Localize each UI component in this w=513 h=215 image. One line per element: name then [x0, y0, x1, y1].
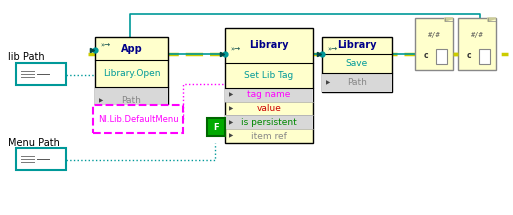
- Bar: [16, 148, 66, 170]
- Text: item ref: item ref: [251, 132, 287, 141]
- Bar: [225, 28, 313, 143]
- Text: App: App: [121, 44, 143, 54]
- Text: ▶: ▶: [229, 120, 233, 125]
- Bar: [95, 37, 168, 114]
- Text: ▶: ▶: [229, 106, 233, 111]
- Bar: [95, 87, 168, 114]
- Text: Menu Path: Menu Path: [8, 138, 60, 148]
- Bar: [225, 115, 313, 129]
- Text: ▶: ▶: [229, 134, 233, 139]
- Bar: [93, 105, 183, 133]
- Text: c: c: [467, 51, 472, 60]
- Text: Path: Path: [122, 96, 142, 105]
- Text: ▶: ▶: [229, 92, 233, 97]
- Text: #/#: #/#: [470, 32, 483, 38]
- Bar: [458, 18, 496, 70]
- Text: c: c: [424, 51, 429, 60]
- Text: Library: Library: [337, 40, 377, 50]
- Text: lib Path: lib Path: [8, 52, 45, 62]
- Text: »→: »→: [100, 42, 110, 48]
- Text: NI.Lib.DefaultMenu: NI.Lib.DefaultMenu: [97, 115, 179, 123]
- Text: Library.Open: Library.Open: [103, 69, 160, 78]
- Text: ▶: ▶: [99, 98, 103, 103]
- Text: »→: »→: [230, 46, 240, 52]
- Text: Save: Save: [346, 59, 368, 68]
- Bar: [322, 73, 392, 92]
- Bar: [225, 88, 313, 102]
- Text: »→: »→: [327, 46, 337, 52]
- Bar: [415, 18, 453, 70]
- Text: #/#: #/#: [428, 32, 440, 38]
- Bar: [436, 49, 446, 64]
- Bar: [322, 37, 392, 92]
- Text: ▶: ▶: [326, 80, 330, 85]
- Polygon shape: [488, 18, 496, 22]
- Text: value: value: [256, 104, 282, 113]
- Text: Path: Path: [347, 78, 367, 87]
- Polygon shape: [445, 18, 453, 22]
- Bar: [479, 49, 489, 64]
- Bar: [207, 118, 225, 136]
- Text: Set Lib Tag: Set Lib Tag: [244, 71, 293, 80]
- Text: F: F: [213, 123, 219, 132]
- Bar: [16, 63, 66, 85]
- Text: Library: Library: [249, 40, 289, 50]
- Text: is persistent: is persistent: [241, 118, 297, 127]
- Text: tag name: tag name: [247, 90, 291, 99]
